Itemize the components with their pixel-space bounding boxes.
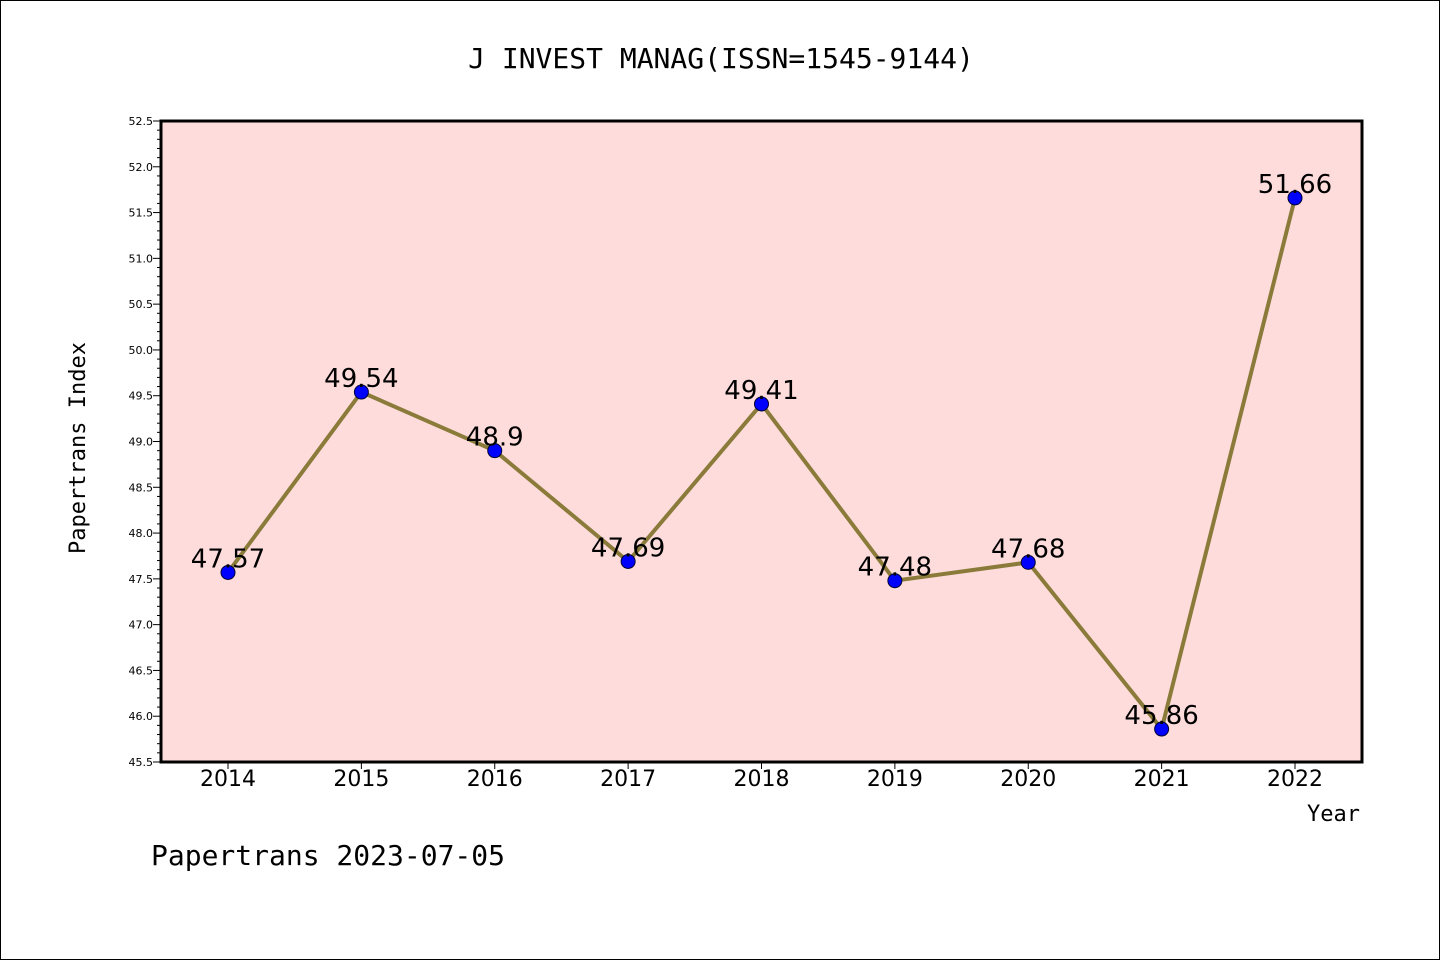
y-tick-label: 49.5 (129, 390, 154, 403)
y-tick-label: 48.0 (129, 527, 154, 540)
data-label: 47.48 (858, 553, 932, 583)
x-tick-label: 2018 (734, 767, 790, 792)
y-tick-label: 45.5 (129, 756, 154, 769)
y-axis-label: Papertrans Index (66, 342, 91, 554)
chart-title: J INVEST MANAG(ISSN=1545-9144) (468, 42, 974, 75)
y-tick-label: 48.5 (129, 481, 154, 494)
data-point[interactable] (353, 384, 369, 400)
data-label: 47.57 (191, 544, 265, 574)
data-label: 48.9 (466, 423, 524, 453)
data-label: 47.68 (991, 534, 1065, 564)
data-label: 45.86 (1124, 701, 1198, 731)
data-point[interactable] (220, 564, 236, 580)
footer-credit: Papertrans 2023-07-05 (151, 839, 505, 872)
x-tick-label: 2017 (600, 767, 656, 792)
x-tick-label: 2016 (467, 767, 523, 792)
y-tick-label: 47.5 (129, 573, 154, 586)
data-label: 47.69 (591, 533, 665, 563)
x-tick-label: 2021 (1134, 767, 1190, 792)
x-tick-label: 2020 (1000, 767, 1056, 792)
x-tick-label: 2022 (1267, 767, 1323, 792)
data-label: 49.54 (324, 364, 398, 394)
x-tick-label: 2014 (200, 767, 256, 792)
data-point[interactable] (754, 396, 769, 412)
x-axis-label: Year (1307, 802, 1360, 827)
y-tick-label: 47.0 (129, 619, 154, 632)
x-tick-label: 2019 (867, 767, 923, 792)
plot-border (159, 119, 1364, 764)
data-point[interactable] (887, 573, 903, 589)
plot-area: 45.5 46.0 46.5 47.0 47.5 48.0 48.5 49.0 49.5 50.0… (129, 115, 1364, 792)
plot-background (161, 121, 1362, 762)
y-tick-label: 50.5 (129, 298, 154, 311)
data-label: 51.66 (1258, 170, 1332, 200)
x-tick-label: 2015 (333, 767, 389, 792)
y-tick-label: 52.5 (129, 115, 154, 128)
data-point[interactable] (487, 443, 503, 459)
data-point[interactable] (620, 553, 636, 569)
data-label: 49.41 (724, 376, 798, 406)
y-tick-label: 50.0 (129, 344, 154, 357)
data-point[interactable] (1287, 190, 1303, 206)
data-point[interactable] (1020, 554, 1036, 570)
y-tick-label: 51.0 (129, 252, 154, 265)
y-tick-label: 46.5 (129, 664, 154, 677)
y-tick-label: 46.0 (129, 710, 154, 723)
y-tick-label: 49.0 (129, 436, 154, 449)
data-point[interactable] (1154, 721, 1170, 737)
y-tick-label: 51.5 (129, 207, 154, 220)
y-tick-label: 52.0 (129, 161, 154, 174)
